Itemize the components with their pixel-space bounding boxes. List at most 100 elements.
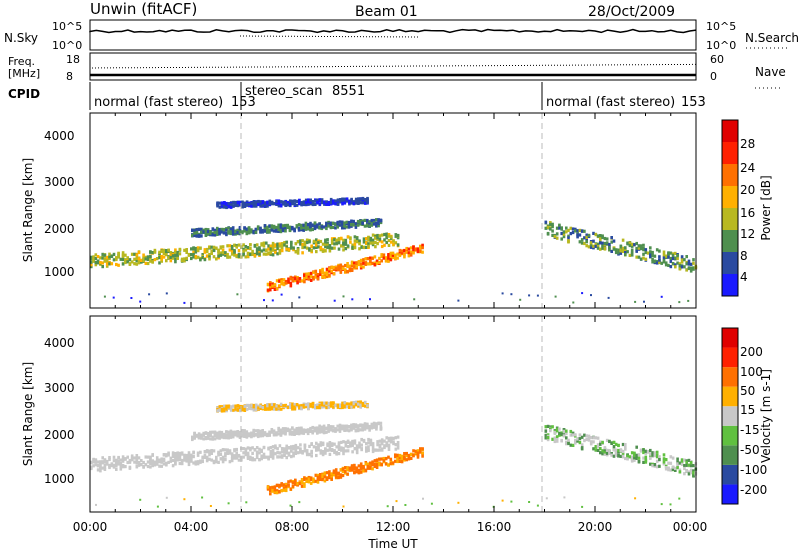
heatmap-cell: [324, 240, 327, 244]
heatmap-cell: [103, 465, 107, 470]
heatmap-cell: [244, 245, 248, 249]
heatmap-cell: [359, 465, 363, 469]
heatmap-cell: [284, 483, 288, 487]
heatmap-cell: [297, 226, 301, 230]
heatmap-cell: [321, 442, 325, 447]
heatmap-cell: [280, 282, 283, 286]
heatmap-cell: [234, 202, 237, 206]
heatmap-cell: [314, 275, 318, 279]
heatmap-cell: [215, 455, 218, 459]
heatmap-cell: [146, 464, 150, 469]
heatmap-cell: [201, 455, 204, 459]
heatmap-cell: [257, 202, 260, 207]
heatmap-cell: [221, 248, 225, 252]
heatmap-cell: [321, 242, 325, 246]
heatmap-cell: [276, 246, 279, 251]
heatmap-cell: [269, 492, 272, 496]
heatmap-cell: [185, 453, 188, 458]
heatmap-cell: [271, 445, 275, 449]
heatmap-cell: [407, 251, 411, 255]
heatmap-cell: [642, 256, 645, 260]
heatmap-cell: [130, 252, 134, 256]
heatmap-cell: [296, 279, 299, 283]
heatmap-cell: [264, 407, 267, 411]
heatmap-cell: [219, 251, 223, 255]
heatmap-cell: [196, 248, 200, 252]
heatmap-cell: [115, 459, 118, 463]
heatmap-cell: [341, 469, 345, 474]
heatmap-cell: [353, 235, 357, 239]
heatmap-cell: [372, 422, 376, 426]
heatmap-cell: [379, 421, 383, 425]
heatmap-cell: [335, 238, 338, 242]
heatmap-cell: [162, 255, 166, 259]
heatmap-cell: [583, 439, 586, 443]
heatmap-cell: [216, 202, 219, 206]
heatmap-cell: [562, 429, 566, 433]
heatmap-cell: [387, 439, 391, 443]
heatmap-cell: [392, 242, 395, 246]
heatmap-cell: [635, 255, 638, 259]
heatmap-cell: [546, 438, 550, 442]
heatmap-cell: [218, 436, 221, 440]
heatmap-cell: [355, 467, 358, 471]
heatmap-cell: [664, 263, 668, 267]
heatmap-cell: [208, 453, 211, 457]
heatmap-cell: [553, 439, 557, 444]
heatmap-cell: [585, 233, 588, 237]
heatmap-cell: [354, 425, 358, 429]
heatmap-cell: [302, 200, 306, 204]
heatmap-cell: [241, 200, 244, 204]
heatmap-cell: [284, 203, 287, 207]
heatmap-cell: [290, 243, 293, 247]
heatmap-cell: [232, 204, 235, 208]
heatmap-cell: [302, 429, 305, 433]
heatmap-cell: [174, 251, 177, 255]
heatmap-cell: [359, 219, 362, 223]
heatmap-cell: [398, 248, 402, 253]
heatmap-cell: [273, 287, 277, 291]
heatmap-cell: [337, 241, 341, 245]
heatmap-cell: [536, 294, 539, 297]
heatmap-cell: [284, 226, 287, 230]
heatmap-cell: [236, 293, 239, 296]
heatmap-cell: [305, 453, 309, 457]
heatmap-cell: [334, 199, 337, 203]
heatmap-cell: [279, 223, 283, 227]
heatmap-cell: [315, 245, 318, 249]
heatmap-cell: [331, 428, 335, 432]
heatmap-cell: [162, 453, 166, 457]
heatmap-cell: [635, 456, 638, 460]
heatmap-cell: [265, 248, 268, 252]
heatmap-cell: [165, 251, 168, 255]
heatmap-cell: [353, 239, 357, 243]
x-axis-label: Time UT: [367, 537, 418, 551]
heatmap-cell: [674, 468, 677, 472]
heatmap-cell: [236, 201, 240, 205]
heatmap-cell: [678, 301, 681, 304]
heatmap-cell: [338, 429, 342, 433]
heatmap-cell: [90, 466, 93, 471]
heatmap-cell: [335, 241, 338, 245]
heatmap-cell: [133, 257, 136, 261]
heatmap-cell: [101, 265, 104, 269]
heatmap-cell: [196, 460, 200, 464]
heatmap-cell: [206, 432, 210, 436]
heatmap-cell: [174, 462, 177, 466]
heatmap-cell: [380, 254, 383, 258]
heatmap-cell: [218, 230, 221, 234]
colorbar-swatch: [722, 164, 738, 186]
heatmap-cell: [323, 475, 327, 479]
heatmap-cell: [258, 252, 261, 256]
heatmap-cell: [208, 457, 211, 461]
heatmap-cell: [391, 253, 395, 257]
heatmap-cell: [329, 221, 333, 225]
heatmap-cell: [191, 233, 194, 237]
heatmap-cell: [369, 256, 372, 260]
heatmap-cell: [197, 434, 201, 438]
heatmap-cell: [394, 253, 397, 257]
heatmap-cell: [565, 442, 568, 446]
heatmap-cell: [601, 235, 604, 240]
heatmap-cell: [633, 451, 636, 455]
heatmap-cell: [267, 244, 270, 248]
